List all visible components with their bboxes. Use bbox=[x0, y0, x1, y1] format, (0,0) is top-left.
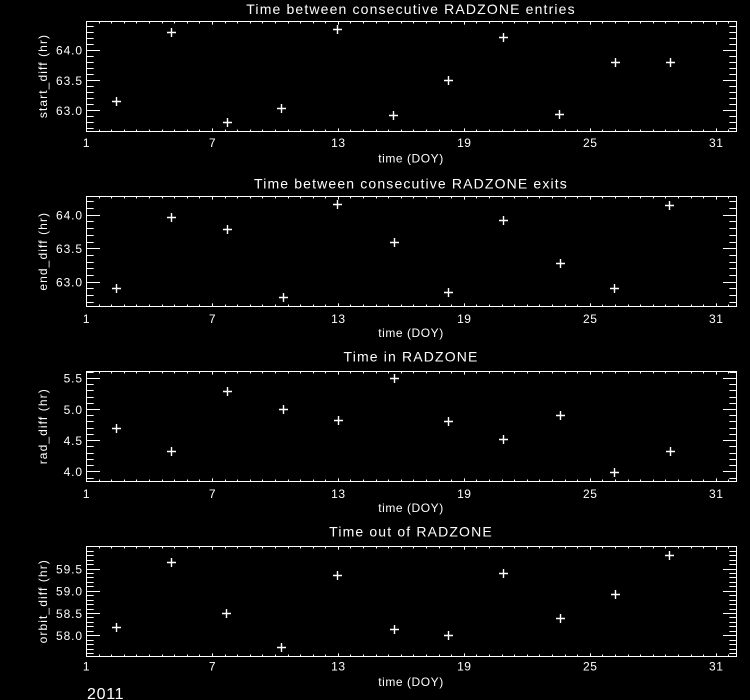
svg-text:Time out of RADZONE: Time out of RADZONE bbox=[329, 524, 493, 540]
svg-text:7: 7 bbox=[209, 312, 216, 326]
svg-text:59.0: 59.0 bbox=[56, 585, 83, 599]
svg-text:19: 19 bbox=[457, 136, 471, 150]
svg-text:19: 19 bbox=[457, 487, 471, 501]
svg-text:19: 19 bbox=[457, 660, 471, 674]
svg-text:1: 1 bbox=[83, 312, 90, 326]
svg-text:1: 1 bbox=[83, 136, 90, 150]
svg-text:1: 1 bbox=[83, 487, 90, 501]
svg-text:end_diff (hr): end_diff (hr) bbox=[36, 212, 50, 291]
svg-text:rad_diff (hr): rad_diff (hr) bbox=[36, 388, 50, 464]
svg-text:4.0: 4.0 bbox=[64, 465, 83, 479]
svg-text:1: 1 bbox=[83, 660, 90, 674]
svg-text:orbit_diff (hr): orbit_diff (hr) bbox=[36, 559, 50, 643]
svg-text:time (DOY): time (DOY) bbox=[378, 675, 444, 689]
svg-text:25: 25 bbox=[583, 660, 597, 674]
svg-text:7: 7 bbox=[209, 487, 216, 501]
svg-text:63.0: 63.0 bbox=[56, 276, 83, 290]
svg-text:time (DOY): time (DOY) bbox=[378, 151, 444, 165]
svg-text:31: 31 bbox=[709, 487, 723, 501]
svg-text:64.0: 64.0 bbox=[56, 209, 83, 223]
svg-text:2011: 2011 bbox=[87, 686, 124, 700]
svg-text:5.0: 5.0 bbox=[64, 403, 83, 417]
svg-text:Time between consecutive RADZO: Time between consecutive RADZONE entries bbox=[246, 1, 575, 17]
svg-text:31: 31 bbox=[709, 660, 723, 674]
svg-text:time (DOY): time (DOY) bbox=[378, 501, 444, 515]
svg-text:58.0: 58.0 bbox=[56, 629, 83, 643]
svg-text:31: 31 bbox=[709, 312, 723, 326]
svg-text:31: 31 bbox=[709, 136, 723, 150]
svg-text:63.5: 63.5 bbox=[56, 74, 83, 88]
svg-text:Time in RADZONE: Time in RADZONE bbox=[344, 349, 479, 365]
svg-text:time (DOY): time (DOY) bbox=[378, 326, 444, 340]
svg-text:4.5: 4.5 bbox=[64, 434, 83, 448]
svg-text:5.5: 5.5 bbox=[64, 372, 83, 386]
svg-text:19: 19 bbox=[457, 312, 471, 326]
svg-text:63.0: 63.0 bbox=[56, 104, 83, 118]
svg-text:13: 13 bbox=[331, 660, 345, 674]
svg-text:13: 13 bbox=[331, 312, 345, 326]
svg-text:63.5: 63.5 bbox=[56, 242, 83, 256]
svg-text:start_diff (hr): start_diff (hr) bbox=[36, 34, 50, 118]
svg-text:25: 25 bbox=[583, 487, 597, 501]
svg-text:25: 25 bbox=[583, 136, 597, 150]
svg-text:13: 13 bbox=[331, 136, 345, 150]
svg-text:58.5: 58.5 bbox=[56, 607, 83, 621]
svg-text:59.5: 59.5 bbox=[56, 562, 83, 576]
svg-text:13: 13 bbox=[331, 487, 345, 501]
svg-text:7: 7 bbox=[209, 136, 216, 150]
svg-text:25: 25 bbox=[583, 312, 597, 326]
svg-text:7: 7 bbox=[209, 660, 216, 674]
svg-text:Time between consecutive RADZO: Time between consecutive RADZONE exits bbox=[254, 176, 568, 192]
svg-text:64.0: 64.0 bbox=[56, 44, 83, 58]
